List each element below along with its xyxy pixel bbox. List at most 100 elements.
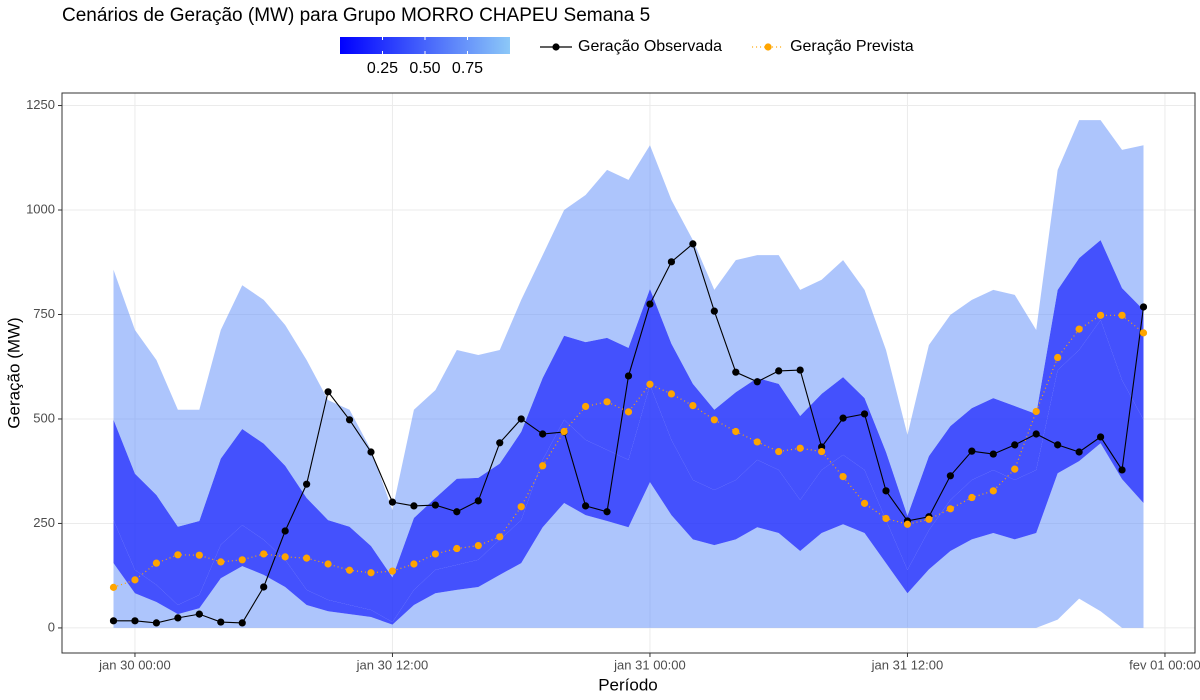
series-point: [1139, 303, 1148, 311]
series-point: [753, 438, 761, 446]
series-point: [989, 450, 997, 458]
series-point: [925, 515, 933, 523]
series-point: [474, 541, 482, 550]
fan-band: [113, 240, 1144, 623]
series-point: [689, 240, 697, 248]
series-point: [603, 398, 611, 406]
series-point: [882, 514, 890, 523]
series-point: [1032, 430, 1040, 438]
series-point: [946, 472, 954, 480]
colorbar-label: 0.75: [452, 60, 483, 77]
series-point: [388, 498, 397, 506]
legend-label: Geração Observada: [578, 38, 722, 55]
series-point: [474, 497, 482, 505]
series-point: [839, 414, 847, 422]
series-point: [646, 380, 654, 388]
series-point: [1032, 407, 1040, 416]
y-tick-label: 500: [33, 410, 55, 425]
series-point: [431, 501, 439, 509]
lines: [109, 240, 1148, 627]
series-point: [968, 447, 976, 455]
series-point: [260, 550, 268, 558]
series-point: [989, 487, 997, 495]
legend-point: [764, 43, 772, 51]
series-point: [581, 502, 590, 510]
series-point: [453, 508, 461, 516]
series-point: [281, 553, 289, 561]
series-point: [195, 610, 203, 618]
fan-band: [113, 319, 1144, 625]
series-point: [388, 567, 397, 575]
series-point: [646, 300, 654, 308]
series-point: [260, 583, 268, 591]
legend: 0.25 0.50 0.75 Geração Observada Geração Pre…: [340, 37, 914, 77]
series-point: [710, 416, 718, 424]
x-tick-label: fev 01 00:00: [1129, 657, 1200, 672]
series-point: [818, 447, 826, 456]
series-point: [539, 462, 547, 470]
legend-point: [552, 43, 560, 51]
series-point: [195, 551, 203, 559]
series-point: [1096, 433, 1105, 441]
series-point: [539, 430, 547, 438]
series-point: [1054, 441, 1062, 449]
y-axis-title: Geração (MW): [4, 317, 23, 428]
series-point: [1096, 311, 1105, 319]
x-tick-label: jan 31 00:00: [613, 657, 686, 672]
series-point: [410, 502, 418, 510]
legend-label: Geração Prevista: [790, 38, 914, 55]
series-point: [131, 576, 139, 584]
series-point: [689, 401, 697, 410]
series-point: [860, 499, 869, 507]
series-point: [796, 366, 804, 374]
series-point: [281, 527, 289, 535]
series-point: [109, 583, 118, 591]
chart-title: Cenários de Geração (MW) para Grupo MORR…: [62, 5, 650, 26]
fan: [113, 120, 1144, 628]
series-point: [1075, 325, 1083, 333]
y-tick-label: 1000: [26, 201, 55, 216]
series-point: [367, 448, 375, 456]
series-point: [624, 408, 633, 416]
series-point: [903, 520, 912, 528]
y-tick-label: 1250: [26, 97, 55, 112]
series-point: [603, 508, 611, 516]
series-point: [496, 439, 504, 447]
series-point: [131, 617, 139, 625]
series-point: [667, 390, 676, 398]
series-point: [667, 258, 676, 266]
fan-band: [113, 443, 1144, 628]
series-point: [345, 566, 354, 574]
axes: 0 250 500 750 1000 1250 jan 30 00:00 jan 30 12:…: [26, 97, 1200, 672]
x-axis-title: Período: [598, 675, 658, 694]
series-point: [581, 402, 590, 411]
series-point: [324, 560, 332, 568]
series-point: [174, 614, 182, 622]
series-point: [1075, 448, 1083, 456]
series-point: [968, 493, 976, 502]
series-point: [453, 544, 461, 553]
series-point: [496, 533, 504, 541]
series-point: [238, 619, 246, 627]
series-point: [238, 556, 246, 564]
series-point: [796, 444, 804, 452]
series-point: [1011, 441, 1019, 449]
series-point: [775, 367, 783, 375]
series-point: [367, 569, 375, 577]
series-point: [1011, 465, 1019, 473]
series-point: [345, 416, 354, 424]
series-point: [152, 559, 161, 567]
series-point: [1118, 311, 1126, 319]
series-point: [753, 378, 761, 386]
series-point: [517, 415, 525, 423]
y-tick-label: 750: [33, 306, 55, 321]
series-point: [710, 307, 718, 315]
series-point: [1118, 466, 1126, 474]
series-point: [732, 427, 740, 436]
panel-border: [61, 92, 1196, 654]
series-point: [882, 487, 890, 495]
colorbar: [340, 37, 510, 54]
series-point: [839, 473, 847, 481]
colorbar-label: 0.50: [409, 60, 440, 77]
